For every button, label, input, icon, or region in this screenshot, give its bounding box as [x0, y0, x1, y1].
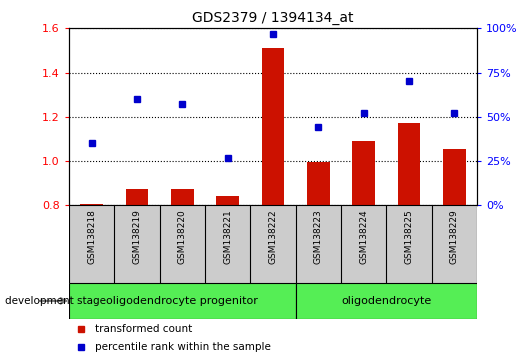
Bar — [398, 124, 420, 205]
Text: oligodendrocyte progenitor: oligodendrocyte progenitor — [107, 296, 258, 306]
Bar — [216, 196, 239, 205]
Text: GSM138219: GSM138219 — [132, 209, 142, 264]
Text: transformed count: transformed count — [95, 324, 193, 334]
Text: development stage: development stage — [5, 296, 107, 306]
Text: GSM138223: GSM138223 — [314, 209, 323, 264]
Bar — [443, 149, 466, 205]
Text: percentile rank within the sample: percentile rank within the sample — [95, 342, 271, 352]
Text: GSM138224: GSM138224 — [359, 209, 368, 264]
Text: GSM138218: GSM138218 — [87, 209, 96, 264]
Bar — [296, 283, 477, 319]
Bar — [171, 189, 193, 205]
Bar — [126, 189, 148, 205]
Text: GSM138222: GSM138222 — [269, 209, 277, 264]
Bar — [80, 204, 103, 205]
Text: GSM138220: GSM138220 — [178, 209, 187, 264]
Text: oligodendrocyte: oligodendrocyte — [341, 296, 431, 306]
Title: GDS2379 / 1394134_at: GDS2379 / 1394134_at — [192, 11, 354, 24]
Bar — [307, 162, 330, 205]
Bar — [69, 283, 296, 319]
Bar — [262, 48, 284, 205]
Bar — [352, 141, 375, 205]
Text: GSM138221: GSM138221 — [223, 209, 232, 264]
Text: GSM138225: GSM138225 — [404, 209, 413, 264]
Text: GSM138229: GSM138229 — [450, 209, 459, 264]
